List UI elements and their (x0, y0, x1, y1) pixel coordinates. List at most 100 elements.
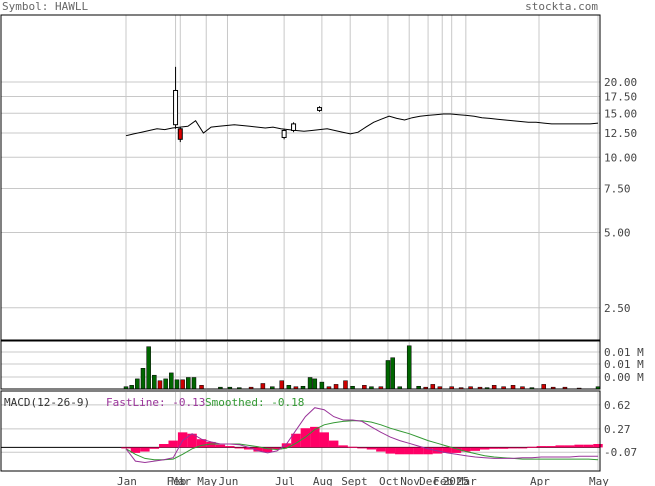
macd-histogram-bar (234, 447, 244, 449)
macd-frame (0, 390, 601, 472)
price-tick-label: 17.50 (604, 91, 637, 104)
candle-body (177, 128, 183, 140)
price-tick-label: 15.00 (604, 107, 637, 120)
candle-body (281, 129, 287, 138)
macd-histogram-bar (225, 446, 235, 448)
price-tick-label: 20.00 (604, 76, 637, 89)
macd-histogram-bar (121, 447, 131, 449)
macd-histogram-bar (366, 447, 377, 450)
volume-bar (279, 380, 285, 390)
volume-bar (140, 368, 146, 390)
volume-bar (510, 385, 516, 390)
volume-bar (174, 379, 180, 390)
macd-histogram-bar (564, 445, 575, 448)
macd-histogram-bar (206, 441, 216, 448)
macd-histogram-bar (328, 440, 339, 448)
month-label: Sept (341, 475, 368, 486)
macd-histogram-bar (281, 443, 292, 448)
macd-histogram-bar (404, 447, 414, 455)
macd-histogram-bar (517, 447, 528, 449)
macd-histogram-bar (357, 447, 367, 449)
macd-tick-label: 0.27 (604, 423, 631, 436)
price-tick-label: 2.50 (604, 302, 631, 315)
macd-histogram-bar (130, 447, 141, 453)
volume-bar (135, 378, 140, 390)
volume-bar (406, 345, 412, 390)
volume-bar (191, 377, 197, 390)
volume-bar (169, 372, 174, 390)
volume-bar (362, 385, 367, 390)
month-label: 2025 (443, 475, 470, 486)
macd-tick-label: 0.62 (604, 399, 631, 412)
macd-histogram-bar (574, 444, 584, 448)
macd-histogram-bar (244, 447, 254, 450)
macd-histogram-bar (187, 433, 197, 448)
volume-tick-label: 0.01 M (604, 346, 644, 359)
volume-tick-label: 0.00 M (604, 371, 644, 384)
macd-histogram-bar (149, 447, 160, 449)
volume-bar (286, 385, 292, 390)
macd-histogram-bar (215, 444, 226, 448)
volume-panel: 0.01 M0.01 M0.00 M (0, 340, 644, 390)
volume-bar (129, 385, 134, 390)
macd-histogram-bar (262, 447, 273, 453)
macd-histogram-bar (413, 447, 424, 455)
macd-histogram-bar (480, 447, 490, 450)
price-tick-label: 10.00 (604, 151, 637, 164)
macd-histogram-bar (300, 428, 311, 448)
month-label: Mar (171, 475, 191, 486)
macd-histogram-bar (347, 446, 358, 448)
volume-bar (385, 360, 391, 390)
macd-histogram-bar (442, 447, 452, 453)
macd-histogram-bar (593, 444, 603, 448)
macd-histogram-bar (168, 440, 178, 448)
volume-bar (333, 384, 339, 390)
macd-histogram-bar (498, 447, 509, 449)
month-label: Feb (167, 475, 187, 486)
candle-body (173, 89, 179, 126)
macd-histogram-bar (140, 447, 150, 452)
macd-histogram-bar (272, 447, 282, 450)
macd-histogram-bar (291, 433, 301, 448)
site-label[interactable]: stockta.com (525, 0, 598, 13)
macd-fast-line (125, 407, 598, 464)
volume-bar (312, 378, 318, 390)
macd-smoothed-label: Smoothed: -0.18 (205, 396, 304, 409)
macd-histogram-bar (527, 446, 537, 448)
month-label: Mar (457, 475, 477, 486)
macd-fast-label: FastLine: -0.13 (106, 396, 205, 409)
macd-histogram-bar (196, 439, 207, 448)
price-frame (0, 14, 601, 341)
macd-histogram-bar (508, 447, 518, 449)
month-label: Jul (275, 475, 295, 486)
volume-bar (491, 385, 497, 390)
macd-histogram-bar (451, 447, 462, 453)
volume-bar (390, 357, 395, 390)
volume-bar (163, 378, 168, 390)
macd-histogram-bar (536, 446, 547, 448)
macd-histogram-bar (555, 445, 565, 448)
month-label: Aug (313, 475, 333, 486)
macd-histogram-bar (376, 447, 386, 452)
macd-histogram-bar (461, 447, 471, 452)
month-label: Apr (530, 475, 550, 486)
price-line (125, 113, 599, 137)
macd-histogram-bar (159, 444, 169, 448)
volume-bar (307, 377, 313, 390)
volume-bar (157, 380, 163, 390)
macd-histogram-bar (423, 447, 433, 455)
volume-bar (343, 380, 348, 390)
price-tick-label: 7.50 (604, 183, 631, 196)
macd-histogram-bar (395, 447, 405, 455)
volume-bar (541, 384, 546, 390)
macd-panel: 0.62 0.27 -0.07 MACD(12-26-9) FastLine: -0.1… (0, 390, 637, 472)
macd-histogram-bar (338, 445, 348, 448)
volume-bar (152, 374, 157, 390)
volume-bar (146, 346, 151, 390)
month-label: Jan (117, 475, 137, 486)
macd-histogram-bar (489, 447, 499, 449)
volume-bar (319, 381, 325, 390)
month-label: Oct (379, 475, 399, 486)
